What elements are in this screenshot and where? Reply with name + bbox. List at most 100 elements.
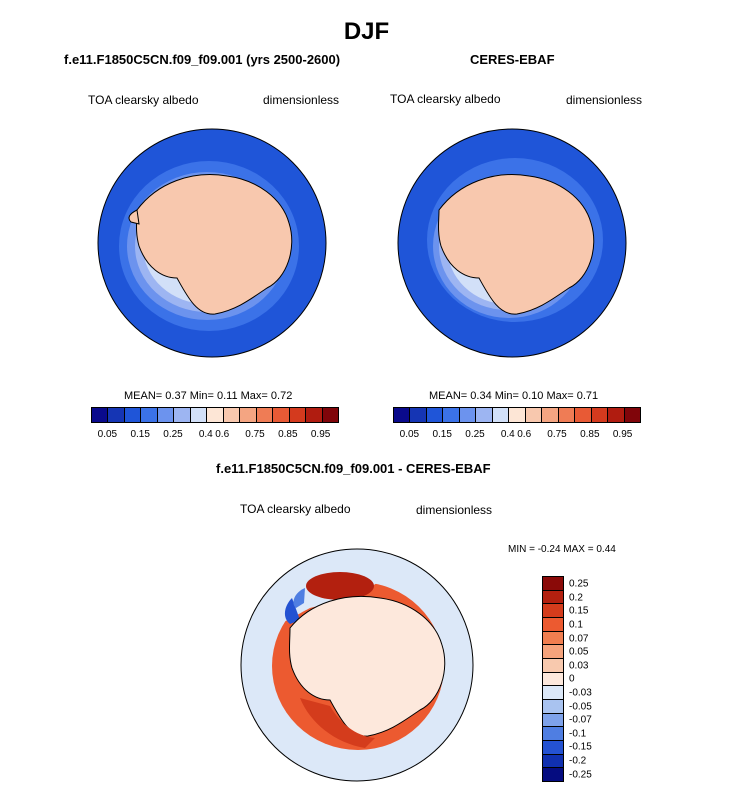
panel1-units-label: dimensionless: [263, 93, 340, 107]
colorbar-swatch: [426, 408, 444, 422]
panel2-max-label: Max=: [546, 390, 574, 402]
panel1-min-label: Min=: [189, 390, 214, 402]
panel3-polar-map: [240, 548, 474, 782]
colorbar-swatch: [141, 408, 158, 422]
colorbar-swatch: [558, 408, 576, 422]
colorbar-swatch: [543, 700, 563, 714]
colorbar-swatch: [543, 686, 563, 701]
colorbar-swatch: [543, 645, 563, 660]
colorbar-tick-label: 0.05: [399, 429, 420, 440]
colorbar-tick-label: 0.75: [245, 429, 265, 440]
panel1-variable-label: TOA clearsky albedo: [88, 93, 199, 107]
panel2-variable-label: TOA clearsky albedo: [390, 92, 501, 106]
panel1-stats: MEAN= 0.37 Min= 0.11 Max= 0.72: [124, 390, 292, 402]
colorbar-swatch: [459, 408, 477, 422]
colorbar-swatch: [543, 631, 563, 646]
colorbar-swatch: [108, 408, 125, 422]
panel1-mean-value: 0.37: [165, 390, 187, 402]
panel3-title: f.e11.F1850C5CN.f09_f09.001 - CERES-EBAF: [216, 461, 491, 476]
colorbar-swatch: [92, 408, 109, 422]
colorbar-swatch: [543, 727, 563, 742]
panel3-units-label: dimensionless: [416, 503, 493, 517]
colorbar-swatch: [223, 408, 241, 422]
colorbar-tick-label: -0.25: [569, 769, 592, 781]
colorbar-tick-label: 0.95: [612, 429, 633, 440]
colorbar-tick-label: -0.15: [569, 741, 592, 753]
colorbar-swatch: [543, 577, 563, 591]
panel2-title: CERES-EBAF: [470, 52, 555, 67]
panel2-mean-value: 0.34: [470, 390, 492, 402]
colorbar-swatch: [124, 408, 142, 422]
colorbar-tick-label: 0.75: [547, 429, 567, 440]
colorbar-tick-label: 0.85: [278, 429, 298, 440]
panel1-title: f.e11.F1850C5CN.f09_f09.001 (yrs 2500-26…: [64, 52, 341, 67]
panel2-stats: MEAN= 0.34 Min= 0.10 Max= 0.71: [429, 390, 598, 402]
colorbar-swatch: [157, 408, 175, 422]
panel2-min-value: 0.10: [521, 390, 544, 402]
colorbar-tick-label: -0.03: [569, 687, 592, 699]
colorbar-tick-label: 0.4: [198, 429, 213, 440]
colorbar-tick-label: 0.07: [569, 633, 589, 645]
panel2-polar-map: [397, 128, 627, 358]
colorbar-tick-label: 0.15: [130, 429, 150, 440]
colorbar-swatch: [410, 408, 427, 422]
colorbar-tick-label: 0: [569, 673, 575, 685]
colorbar-tick-label: 0.2: [569, 592, 583, 604]
colorbar-tick-label: 0.95: [310, 429, 331, 440]
panel3-variable-label: TOA clearsky albedo: [240, 502, 351, 516]
figure-title: DJF: [343, 18, 390, 45]
colorbar-swatch: [543, 590, 563, 605]
colorbar-swatch: [543, 672, 563, 687]
colorbar-tick-label: 0.05: [97, 429, 118, 440]
colorbar-swatch: [190, 408, 208, 422]
colorbar-swatch: [256, 408, 274, 422]
colorbar-tick-label: 0.25: [569, 578, 589, 590]
panel1-max-label: Max=: [240, 390, 268, 402]
colorbar-swatch: [443, 408, 460, 422]
panel2-mean-label: MEAN=: [429, 390, 468, 402]
colorbar-swatch: [575, 408, 592, 422]
colorbar-swatch: [591, 408, 609, 422]
colorbar-swatch: [289, 408, 307, 422]
colorbar-swatch: [543, 604, 563, 619]
colorbar-swatch: [543, 659, 563, 673]
colorbar-tick-label: 0.85: [580, 429, 600, 440]
colorbar-tick-label: 0.15: [432, 429, 452, 440]
panel3-stats: MIN = -0.24 MAX = 0.44: [508, 544, 616, 555]
colorbar-swatch: [543, 741, 563, 755]
colorbar-swatch: [174, 408, 191, 422]
colorbar-tick-label: 0.1: [569, 619, 583, 631]
colorbar-tick-label: 0.25: [465, 429, 485, 440]
colorbar-tick-label: -0.05: [569, 701, 592, 713]
colorbar-swatch: [492, 408, 510, 422]
colorbar-tick-label: 0.6: [215, 429, 230, 440]
panel2-units-label: dimensionless: [566, 93, 643, 107]
colorbar-swatch: [542, 408, 559, 422]
colorbar-swatch: [543, 754, 563, 769]
panel1-colorbar: [91, 407, 339, 423]
colorbar-swatch: [273, 408, 290, 422]
colorbar-swatch: [543, 713, 563, 728]
colorbar-swatch: [543, 618, 563, 632]
colorbar-swatch: [394, 408, 411, 422]
colorbar-tick-label: -0.07: [569, 714, 592, 726]
colorbar-swatch: [306, 408, 323, 422]
colorbar-tick-label: 0.6: [517, 429, 532, 440]
panel1-max-value: 0.72: [270, 390, 293, 402]
colorbar-swatch: [543, 768, 563, 782]
panel1-min-value: 0.11: [216, 390, 238, 402]
colorbar-swatch: [525, 408, 543, 422]
colorbar-tick-label: 0.4: [500, 429, 515, 440]
colorbar-swatch: [608, 408, 625, 422]
panel2-colorbar: [393, 407, 641, 423]
colorbar-swatch: [207, 408, 224, 422]
colorbar-tick-label: -0.2: [569, 755, 587, 767]
colorbar-swatch: [322, 408, 339, 422]
colorbar-swatch: [624, 408, 641, 422]
panel1-polar-map: [97, 128, 327, 358]
colorbar-tick-label: 0.03: [569, 660, 589, 672]
colorbar-swatch: [476, 408, 493, 422]
panel2-max-value: 0.71: [576, 390, 599, 402]
panel3-colorbar: [542, 576, 564, 782]
colorbar-tick-label: -0.1: [569, 728, 587, 740]
